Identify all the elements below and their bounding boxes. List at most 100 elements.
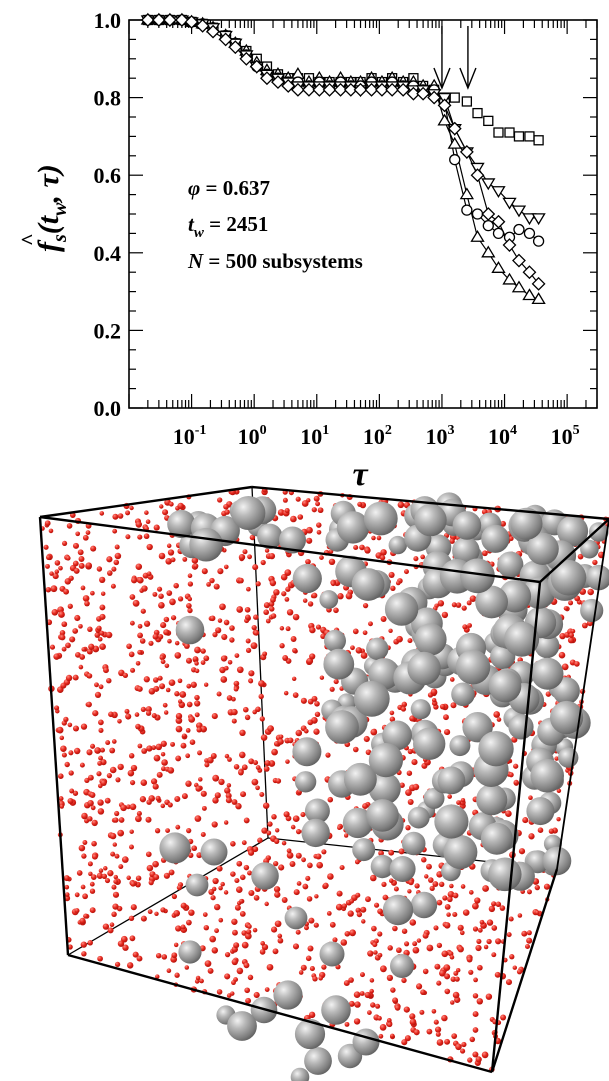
small-particle [517,913,523,918]
small-particle [102,923,110,930]
small-particle [246,929,252,935]
small-particle [286,848,292,854]
small-particle [137,686,143,692]
small-particle [269,606,275,612]
small-particle [482,885,489,892]
small-particle [430,688,438,696]
large-particle [410,699,431,720]
small-particle [472,1051,479,1058]
small-particle [175,712,183,720]
small-particle [78,664,84,670]
small-particle [69,636,76,643]
small-particle [472,1011,479,1018]
small-particle [265,618,271,624]
small-particle [359,544,365,551]
small-particle [449,677,455,682]
small-particle [77,549,84,556]
large-particle [363,501,398,536]
small-particle [374,902,380,908]
small-particle [543,883,551,890]
small-particle [392,925,398,932]
small-particle [65,642,71,649]
data-point-diamond [343,82,358,97]
small-particle [168,869,175,876]
small-particle [128,753,135,759]
small-particle [317,507,324,514]
small-particle [568,600,574,606]
small-particle [114,961,121,968]
small-particle [87,626,93,633]
small-particle [528,795,533,801]
small-particle [337,593,344,600]
small-particle [94,682,99,688]
large-particle [227,1011,257,1041]
small-particle [229,625,235,631]
small-particle [224,753,230,759]
large-particle [526,532,559,566]
small-particle [148,879,154,886]
small-particle [449,954,455,960]
small-particle [452,892,459,899]
small-particle [558,651,566,659]
small-particle [235,803,242,810]
small-particle [244,614,251,621]
small-particle [300,812,306,818]
small-particle [444,904,451,910]
small-particle [182,556,188,562]
small-particle [130,667,136,673]
small-particle [90,805,96,811]
data-point-square [449,92,460,103]
small-particle [185,753,191,759]
small-particle [508,916,514,922]
small-particle [266,963,274,971]
small-particle [261,827,268,834]
small-particle [117,763,124,771]
small-particle [431,697,437,703]
small-particle [135,875,142,881]
small-particle [269,579,277,587]
small-particle [134,712,140,717]
data-point-diamond [491,214,506,229]
small-particle [271,814,277,820]
small-particle [129,594,136,600]
large-particle [451,682,475,707]
small-particle [203,655,210,662]
small-particle [420,554,426,560]
data-point-diamond [271,75,285,89]
small-particle [521,930,528,937]
small-particle [443,714,449,721]
small-particle [396,947,402,954]
small-particle [137,649,143,655]
small-particle [401,928,408,934]
small-particle [491,901,497,907]
small-particle [264,760,271,767]
small-particle [66,523,73,529]
small-particle [292,815,300,823]
small-particle [49,644,56,650]
small-particle [248,889,255,897]
small-particle [231,799,238,805]
small-particle [84,777,90,784]
small-particle [548,828,555,834]
cube-edge [39,515,541,584]
series-line-diamond [147,19,540,285]
small-particle [67,944,73,950]
small-particle [483,944,489,950]
small-particle [277,933,283,939]
small-particle [202,912,208,917]
small-particle [80,723,88,730]
small-particle [277,738,284,745]
small-particle [462,624,468,630]
small-particle [132,951,139,958]
small-particle [441,950,449,958]
data-point-circle [461,204,473,216]
small-particle [200,648,206,654]
large-particle [389,856,416,882]
cube-edge [38,516,70,956]
small-particle [97,808,105,815]
small-particle [161,766,166,772]
small-particle [223,820,229,825]
cube-edge [39,485,253,519]
small-particle [371,535,376,541]
small-particle [207,967,214,974]
